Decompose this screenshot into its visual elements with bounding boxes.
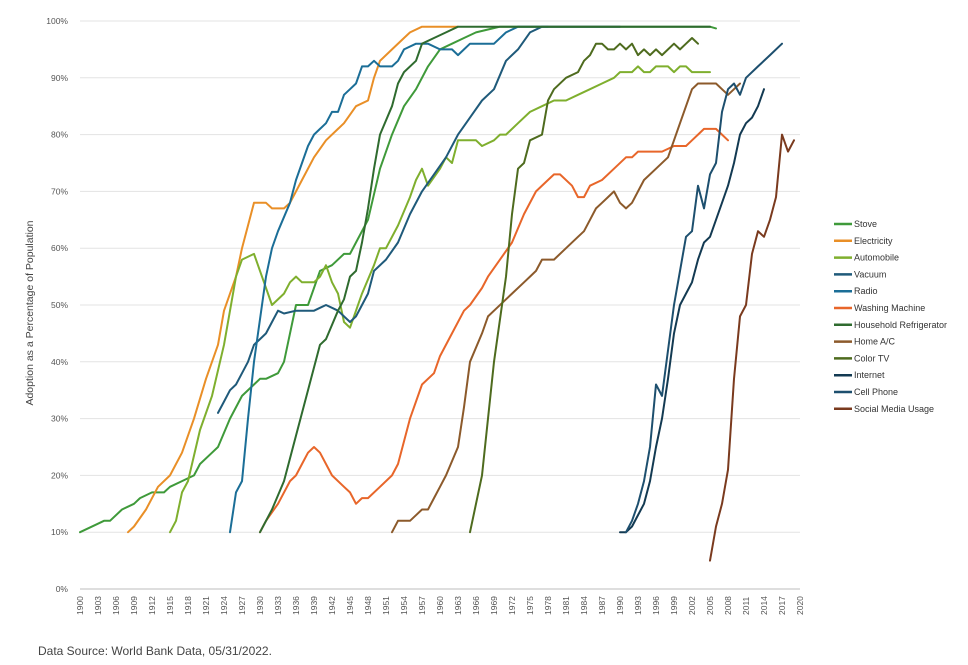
x-tick-label: 1909 — [129, 596, 139, 615]
series-line-radio — [229, 25, 549, 534]
series-line-social-media-usage — [709, 133, 795, 562]
y-tick-label: 100% — [46, 16, 68, 26]
y-tick-label: 80% — [51, 130, 68, 140]
x-tick-label: 1987 — [597, 596, 607, 615]
x-tick-label: 2011 — [741, 596, 751, 615]
x-tick-label: 1915 — [165, 596, 175, 615]
legend-label-color-tv: Color TV — [854, 353, 889, 363]
y-tick-label: 0% — [56, 584, 69, 594]
y-axis-ticks: 0% 10% 20% 30% 40% 50% 60% 70% 80% 90% 100% — [46, 16, 68, 594]
x-tick-label: 1930 — [255, 596, 265, 615]
legend-label-washing-machine: Washing Machine — [854, 303, 925, 313]
legend-label-electricity: Electricity — [854, 236, 893, 246]
x-tick-label: 1900 — [75, 596, 85, 615]
series-line-cell-phone — [625, 42, 783, 534]
x-tick-label: 1906 — [111, 596, 121, 615]
legend-label-automobile: Automobile — [854, 253, 899, 263]
x-tick-label: 1951 — [381, 596, 391, 615]
series-line-vacuum — [217, 25, 621, 414]
x-tick-label: 1963 — [453, 596, 463, 615]
x-tick-label: 1942 — [327, 596, 337, 615]
x-tick-label: 1993 — [633, 596, 643, 615]
legend-label-radio: Radio — [854, 286, 878, 296]
x-tick-label: 1924 — [219, 596, 229, 615]
chart-grid — [80, 20, 800, 590]
x-tick-label: 1933 — [273, 596, 283, 615]
x-tick-label: 1990 — [615, 596, 625, 615]
x-tick-label: 2014 — [759, 596, 769, 615]
legend-label-social-media-usage: Social Media Usage — [854, 404, 934, 414]
x-tick-label: 2005 — [705, 596, 715, 615]
x-tick-label: 1912 — [147, 596, 157, 615]
x-tick-label: 2017 — [777, 596, 787, 615]
y-tick-label: 30% — [51, 414, 68, 424]
x-tick-label: 1927 — [237, 596, 247, 615]
x-tick-label: 1981 — [561, 596, 571, 615]
x-axis-ticks: 1900 1903 1906 1909 1912 1915 1918 1921 1924 1927… — [75, 596, 805, 615]
x-tick-label: 1948 — [363, 596, 373, 615]
adoption-chart: 0%10%20%30%40%50%60%70%80%90%100% 1900 19… — [24, 16, 947, 615]
series-line-household-refrigerator — [259, 25, 711, 534]
legend-label-cell-phone: Cell Phone — [854, 387, 898, 397]
y-tick-label: 10% — [51, 527, 68, 537]
x-tick-label: 1972 — [507, 596, 517, 615]
x-tick-label: 1975 — [525, 596, 535, 615]
x-tick-label: 1996 — [651, 596, 661, 615]
x-tick-label: 1918 — [183, 596, 193, 615]
legend-label-internet: Internet — [854, 370, 885, 380]
x-tick-label: 1921 — [201, 596, 211, 615]
x-tick-label: 1903 — [93, 596, 103, 615]
x-tick-label: 2020 — [795, 596, 805, 615]
legend-label-household-refrigerator: Household Refrigerator — [854, 320, 947, 330]
series-line-color-tv — [469, 37, 699, 534]
y-tick-label: 20% — [51, 470, 68, 480]
x-tick-label: 1936 — [291, 596, 301, 615]
y-axis-label: Adoption as a Percentage of Population — [24, 220, 36, 405]
series-line-automobile — [169, 65, 711, 534]
legend-label-vacuum: Vacuum — [854, 269, 886, 279]
series-lines — [79, 25, 795, 562]
x-tick-label: 1939 — [309, 596, 319, 615]
x-tick-label: 1969 — [489, 596, 499, 615]
x-tick-label: 1957 — [417, 596, 427, 615]
y-tick-label: 60% — [51, 243, 68, 253]
series-line-home-a-c — [391, 82, 741, 534]
series-line-stove — [79, 25, 717, 534]
legend-label-home-a-c: Home A/C — [854, 337, 896, 347]
series-line-washing-machine — [259, 127, 729, 534]
x-tick-label: 1984 — [579, 596, 589, 615]
x-tick-label: 1966 — [471, 596, 481, 615]
data-source-note: Data Source: World Bank Data, 05/31/2022… — [38, 644, 272, 658]
x-tick-label: 1978 — [543, 596, 553, 615]
x-tick-label: 2002 — [687, 596, 697, 615]
series-line-internet — [619, 88, 765, 534]
x-tick-label: 1960 — [435, 596, 445, 615]
x-tick-label: 2008 — [723, 596, 733, 615]
legend: Stove Electricity Automobile Vacuum Radio Was… — [834, 219, 947, 414]
y-tick-label: 50% — [51, 300, 68, 310]
y-tick-label: 40% — [51, 357, 68, 367]
x-tick-label: 1954 — [399, 596, 409, 615]
series-line-electricity — [127, 25, 459, 534]
y-tick-label: 70% — [51, 186, 68, 196]
x-tick-label: 1945 — [345, 596, 355, 615]
legend-label-stove: Stove — [854, 219, 877, 229]
x-tick-label: 1999 — [669, 596, 679, 615]
y-tick-label: 90% — [51, 73, 68, 83]
